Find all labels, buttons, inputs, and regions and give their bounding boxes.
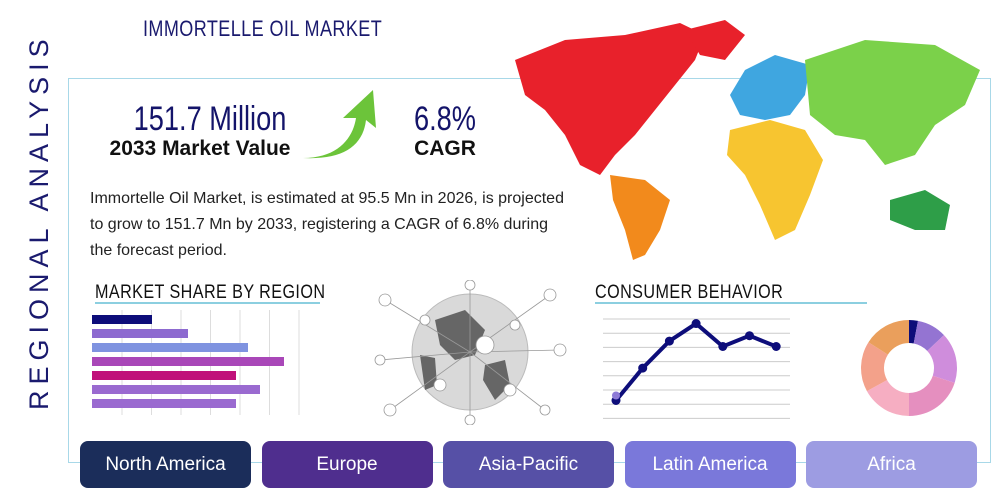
share-bar — [92, 385, 260, 394]
region-button-europe[interactable]: Europe — [261, 441, 433, 488]
region-button-north-america[interactable]: North America — [80, 441, 251, 488]
map-africa — [727, 120, 823, 240]
donut-slice — [861, 342, 888, 392]
region-label: North America — [105, 453, 226, 475]
growth-arrow-icon — [303, 90, 376, 159]
region-button-africa[interactable]: Africa — [806, 441, 977, 488]
donut-slice — [868, 320, 909, 355]
share-bar — [92, 315, 152, 324]
region-button-latin-america[interactable]: Latin America — [624, 441, 796, 488]
market-value: 151.7 Million — [133, 100, 287, 138]
divider — [95, 302, 320, 304]
map-asia — [805, 40, 980, 165]
region-label: Africa — [867, 453, 916, 475]
world-map — [515, 20, 980, 260]
region-label: Asia-Pacific — [478, 453, 579, 475]
trend-point — [691, 319, 701, 329]
region-label: Europe — [316, 453, 378, 475]
share-bar — [92, 399, 236, 408]
side-label: REGIONAL ANALYSIS — [24, 33, 54, 410]
map-oceania — [890, 190, 950, 230]
region-button-asia-pacific[interactable]: Asia-Pacific — [443, 441, 614, 488]
consumer-donut-chart — [861, 320, 957, 416]
region-label: Latin America — [652, 453, 768, 475]
description: Immortelle Oil Market, is estimated at 9… — [90, 190, 564, 259]
cagr-label: CAGR — [414, 137, 476, 160]
donut-slice — [913, 320, 944, 351]
map-europe — [730, 55, 810, 120]
share-bar — [92, 357, 284, 366]
market-share-bars — [92, 310, 300, 415]
market-value-label: 2033 Market Value — [109, 137, 291, 160]
trend-point — [664, 336, 674, 346]
page-title: IMMORTELLE OIL MARKET — [143, 16, 383, 41]
trend-point — [718, 342, 728, 351]
trend-point-highlight — [612, 391, 620, 400]
global-network-graphic — [374, 280, 567, 425]
share-bar — [92, 343, 248, 352]
cagr-value: 6.8% — [414, 100, 476, 138]
map-south-america — [610, 175, 670, 260]
donut-slice — [866, 380, 909, 416]
donut-slice — [927, 335, 957, 383]
trend-point — [638, 363, 648, 373]
market-share-heading: MARKET SHARE BY REGION — [95, 282, 326, 303]
map-north-america — [515, 23, 705, 175]
consumer-behavior-heading: CONSUMER BEHAVIOR — [595, 282, 784, 303]
donut-slice — [909, 320, 918, 344]
trend-point — [771, 342, 781, 351]
share-bar — [92, 329, 188, 338]
donut-slice — [909, 375, 955, 416]
divider — [595, 302, 867, 304]
map-greenland — [685, 20, 745, 60]
share-bar — [92, 371, 236, 380]
consumer-line-chart — [603, 318, 790, 419]
trend-point — [745, 331, 754, 341]
